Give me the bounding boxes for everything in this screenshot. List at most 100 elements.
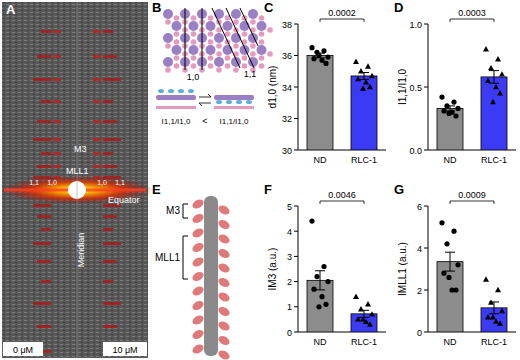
- data-point: [353, 294, 359, 299]
- thick-filament: [172, 45, 182, 55]
- label: Meridian: [76, 233, 86, 268]
- data-point: [309, 45, 314, 50]
- layer-line: [37, 325, 51, 328]
- data-point: [365, 63, 371, 68]
- data-point: [455, 106, 460, 111]
- plane-line: [240, 8, 258, 46]
- label: I1,1/I1,0: [162, 117, 191, 126]
- layer-line: [53, 120, 61, 123]
- thin-filament: [208, 31, 214, 37]
- layer-line: [103, 30, 113, 33]
- myosin-head: [191, 314, 205, 327]
- data-point: [365, 301, 371, 306]
- label: Equator: [108, 195, 140, 205]
- thin-filament: [259, 39, 265, 45]
- thick-filament: [206, 45, 216, 55]
- myosin-head: [217, 334, 231, 347]
- bar-chart: DI1,1/I1,00.00.51.0NDRLC-10.0003: [394, 0, 516, 165]
- data-point: [499, 308, 505, 313]
- layer-line: [93, 138, 101, 141]
- tick-label: 2: [287, 277, 292, 287]
- bar: [437, 108, 463, 150]
- layer-line: [103, 260, 117, 263]
- significance-bracket: [450, 19, 494, 22]
- tick-label: 0.0: [409, 146, 422, 156]
- thin-filament: [165, 19, 171, 25]
- label: MLL1: [66, 166, 89, 176]
- thin-filament: [191, 39, 197, 45]
- y-tick: [424, 206, 428, 207]
- thin-filament: [242, 55, 248, 61]
- layer-line: [53, 152, 61, 155]
- axis-title: d1,0 (nm): [267, 66, 278, 109]
- thin-filament: [165, 43, 171, 49]
- label: 0 μM: [13, 345, 33, 355]
- layer-line: [53, 100, 61, 103]
- p-value: 0.0046: [328, 190, 356, 200]
- layer-line: [103, 78, 121, 81]
- category-label: RLC-1: [351, 155, 377, 165]
- thin-filament: [259, 55, 265, 61]
- data-point: [455, 262, 460, 267]
- data-point: [446, 275, 451, 280]
- filament-cartoon: [214, 95, 254, 109]
- thin-filament: [174, 63, 180, 69]
- thin-filament: [259, 15, 265, 21]
- y-tick: [424, 24, 428, 25]
- error-bar: [359, 73, 369, 80]
- tick-label: 0: [287, 328, 292, 338]
- y-tick: [294, 206, 298, 207]
- plane-line: [226, 8, 254, 68]
- myosin-head: [188, 89, 194, 93]
- data-point: [360, 85, 366, 90]
- myosin-head: [216, 100, 222, 104]
- data-point: [314, 274, 319, 279]
- thin-filament: [225, 63, 231, 69]
- bar-chart: FIM3 (a.u.)012345NDRLC-10.0046: [264, 182, 386, 347]
- myosin-head: [191, 256, 205, 269]
- data-point: [325, 279, 330, 284]
- thick-filament: [231, 9, 241, 19]
- lattice: [163, 8, 273, 73]
- layer-line: [33, 242, 51, 245]
- thick-filament: [163, 9, 173, 19]
- y-tick: [424, 248, 428, 249]
- thick-filament: [214, 9, 224, 19]
- thin-filament: [208, 39, 214, 45]
- thick-filament: [163, 57, 173, 67]
- myosin-head: [191, 343, 205, 356]
- layer-line: [41, 280, 51, 283]
- myosin-head: [191, 285, 205, 298]
- layer-line: [103, 228, 113, 231]
- panel-letter: B: [152, 0, 161, 15]
- myosin-head: [217, 291, 231, 304]
- data-point: [369, 73, 375, 78]
- myosin-head: [217, 233, 231, 246]
- panel-letter: E: [152, 182, 161, 197]
- plane-line: [212, 8, 240, 68]
- tick-label: 0.5: [409, 83, 422, 93]
- panel-letter: G: [394, 182, 404, 197]
- myosin-head: [178, 89, 184, 93]
- category-label: ND: [314, 155, 327, 165]
- thin-backbone: [214, 106, 254, 109]
- error-bar: [445, 252, 455, 271]
- layer-line: [93, 100, 101, 103]
- condition-box: [103, 342, 147, 356]
- myosin-head: [217, 204, 231, 217]
- bar-chart: GIMLL1 (a.u.)0246NDRLC-10.0009: [394, 182, 516, 347]
- layer-line: [41, 152, 51, 155]
- myosin-head: [217, 247, 231, 260]
- myosin-head: [217, 349, 231, 360]
- layer-line: [33, 78, 51, 81]
- y-tick: [294, 24, 298, 25]
- thin-backbone: [156, 106, 196, 109]
- myosin-head: [191, 299, 205, 312]
- thin-filament: [216, 51, 222, 57]
- y-tick: [424, 150, 428, 151]
- tick-label: 2: [417, 286, 422, 296]
- label: MLL1: [155, 252, 180, 263]
- data-point: [369, 311, 375, 316]
- plane-line: [202, 8, 203, 70]
- thin-filament: [191, 63, 197, 69]
